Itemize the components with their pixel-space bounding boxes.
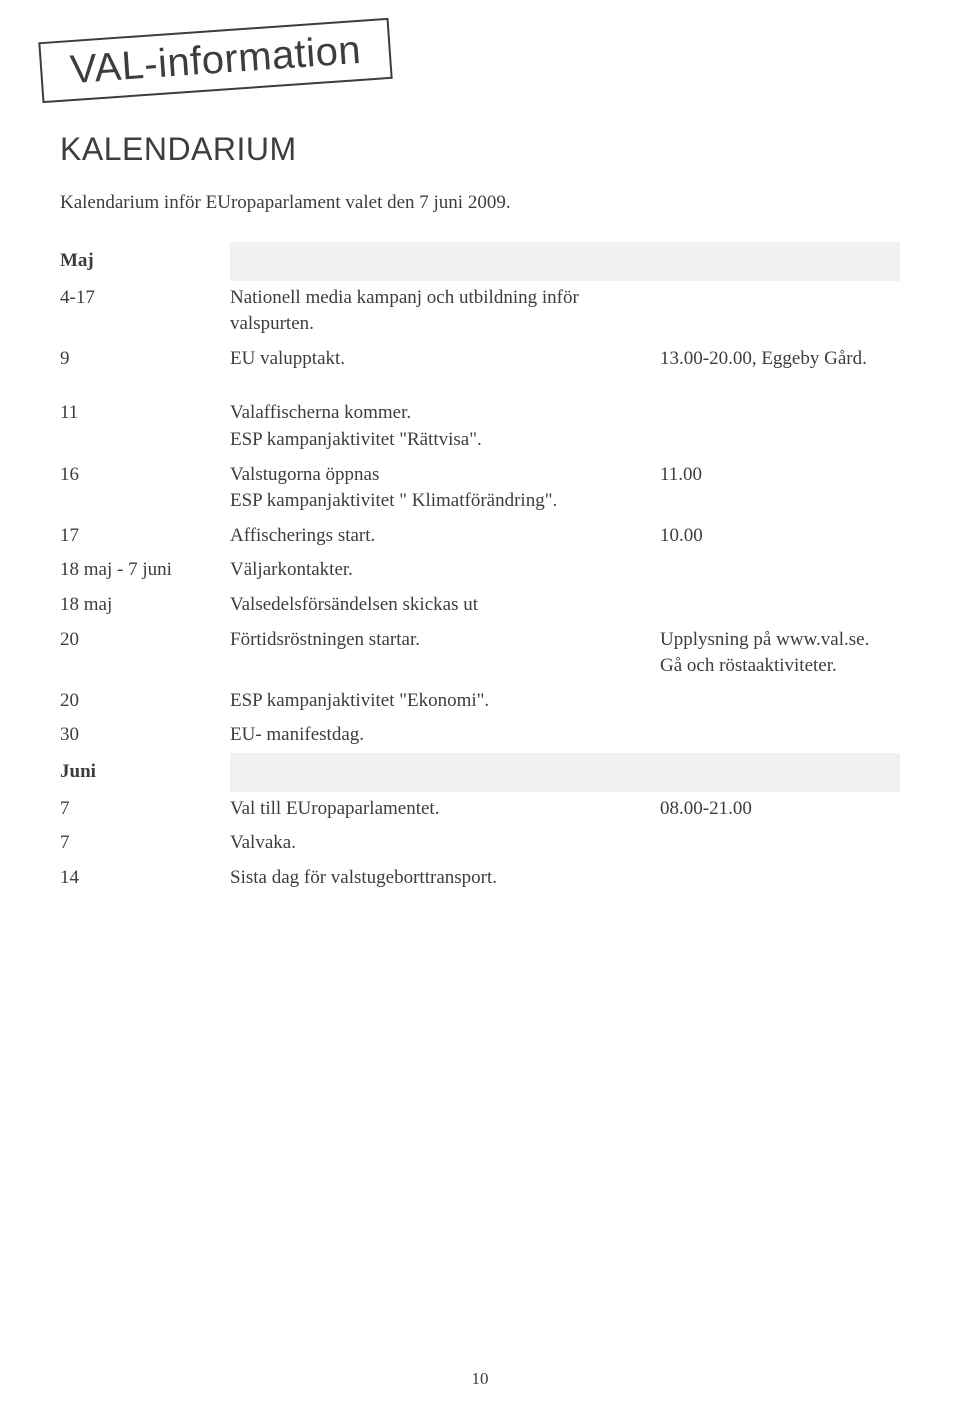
cal-note: 11.00 (660, 458, 900, 519)
cal-desc: ESP kampanjaktivitet "Ekonomi". (230, 684, 660, 719)
cal-desc: Nationell media kampanj och utbildning i… (230, 281, 660, 342)
spacer-row (60, 376, 900, 396)
cal-desc: Väljarkontakter. (230, 553, 660, 588)
table-row: 18 maj - 7 juni Väljarkontakter. (60, 553, 900, 588)
cal-date: 4-17 (60, 281, 230, 342)
cal-date: 30 (60, 718, 230, 753)
stamp-box: VAL-information (38, 18, 393, 103)
table-row: 11 Valaffischerna kommer.ESP kampanjakti… (60, 396, 900, 457)
table-row: 17 Affischerings start. 10.00 (60, 519, 900, 554)
cal-desc: Affischerings start. (230, 519, 660, 554)
cal-date: 9 (60, 342, 230, 377)
cal-date: 14 (60, 861, 230, 896)
cal-desc: EU valupptakt. (230, 342, 660, 377)
cal-date: 20 (60, 684, 230, 719)
month-label: Juni (60, 753, 230, 792)
table-row: 7 Valvaka. (60, 826, 900, 861)
intro-text: Kalendarium inför EUropaparlament valet … (60, 192, 900, 214)
cal-note (660, 396, 900, 457)
cal-date: 7 (60, 792, 230, 827)
cal-date: 18 maj - 7 juni (60, 553, 230, 588)
cal-desc: Sista dag för valstugeborttransport. (230, 861, 660, 896)
page-number: 10 (0, 1369, 960, 1389)
table-row: 18 maj Valsedelsförsändelsen skickas ut (60, 588, 900, 623)
table-row: 16 Valstugorna öppnasESP kampanjaktivite… (60, 458, 900, 519)
cal-desc: Val till EUropaparlamentet. (230, 792, 660, 827)
cal-note: 13.00-20.00, Eggeby Gård. (660, 342, 900, 377)
cal-desc: Förtidsröstningen startar. (230, 623, 660, 684)
cal-note (660, 826, 900, 861)
section-heading: KALENDARIUM (60, 131, 900, 168)
cal-date: 7 (60, 826, 230, 861)
cal-desc: Valsedelsförsändelsen skickas ut (230, 588, 660, 623)
cal-desc: Valaffischerna kommer.ESP kampanjaktivit… (230, 396, 660, 457)
table-row: 20 ESP kampanjaktivitet "Ekonomi". (60, 684, 900, 719)
cal-note (660, 281, 900, 342)
month-row-juni: Juni (60, 753, 900, 792)
stamp-text: VAL-information (69, 28, 363, 92)
cal-date: 11 (60, 396, 230, 457)
table-row: 14 Sista dag för valstugeborttransport. (60, 861, 900, 896)
cal-note: Upplysning på www.val.se.Gå och röstaakt… (660, 623, 900, 684)
cal-date: 17 (60, 519, 230, 554)
table-row: 20 Förtidsröstningen startar. Upplysning… (60, 623, 900, 684)
table-row: 30 EU- manifestdag. (60, 718, 900, 753)
table-row: 7 Val till EUropaparlamentet. 08.00-21.0… (60, 792, 900, 827)
cal-note (660, 861, 900, 896)
table-row: 9 EU valupptakt. 13.00-20.00, Eggeby Går… (60, 342, 900, 377)
month-row-maj: Maj (60, 242, 900, 281)
month-label: Maj (60, 242, 230, 281)
calendar-table: Maj 4-17 Nationell media kampanj och utb… (60, 242, 900, 895)
cal-note: 08.00-21.00 (660, 792, 900, 827)
cal-note (660, 684, 900, 719)
cal-note (660, 553, 900, 588)
cal-desc: Valstugorna öppnasESP kampanjaktivitet "… (230, 458, 660, 519)
cal-desc: EU- manifestdag. (230, 718, 660, 753)
cal-note: 10.00 (660, 519, 900, 554)
cal-desc: Valvaka. (230, 826, 660, 861)
cal-note (660, 588, 900, 623)
cal-note (660, 718, 900, 753)
cal-date: 20 (60, 623, 230, 684)
cal-date: 18 maj (60, 588, 230, 623)
table-row: 4-17 Nationell media kampanj och utbildn… (60, 281, 900, 342)
cal-date: 16 (60, 458, 230, 519)
